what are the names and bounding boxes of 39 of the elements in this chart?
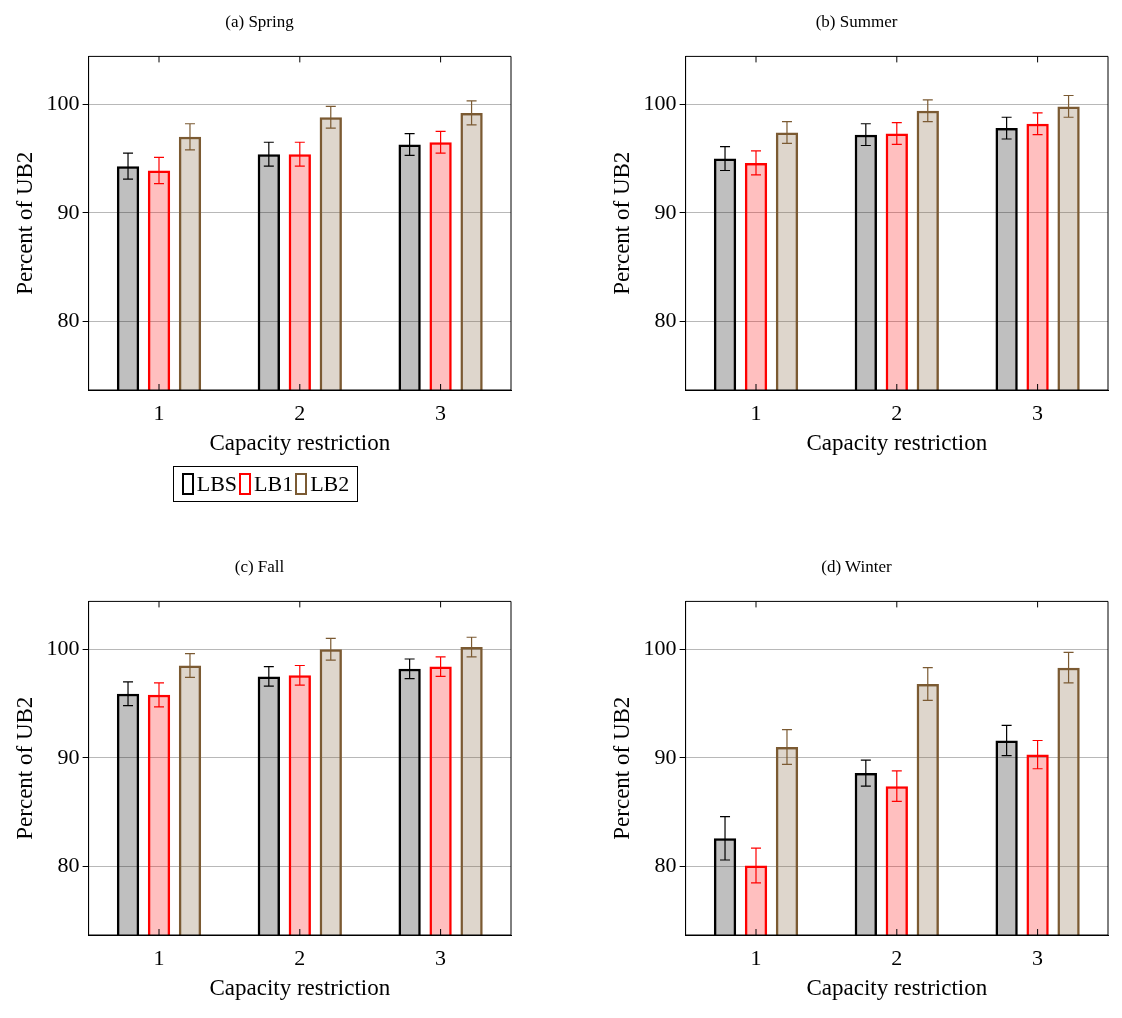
y-tick-label: 100: [643, 89, 677, 115]
y-tick-label: 80: [57, 852, 80, 878]
y-tick-label: 80: [654, 852, 677, 878]
y-tick-label: 100: [643, 634, 677, 660]
x-tick-label: 1: [750, 399, 762, 425]
y-axis-title: Percent of UB2: [11, 151, 37, 295]
chart-title: (b) Summer: [815, 11, 898, 31]
y-tick-label: 90: [654, 198, 677, 224]
y-tick-label: 80: [57, 307, 80, 333]
x-axis-title: Capacity restriction: [806, 975, 988, 1001]
y-axis-title: Percent of UB2: [608, 151, 634, 295]
x-axis-title: Capacity restriction: [209, 430, 391, 456]
y-tick-label: 90: [654, 743, 677, 769]
x-tick-label: 2: [891, 944, 903, 970]
x-tick-label: 2: [294, 944, 306, 970]
y-tick-label: 100: [46, 89, 80, 115]
legend-label: LB2: [310, 471, 350, 497]
x-tick-label: 3: [1032, 944, 1044, 970]
x-tick-label: 1: [750, 944, 762, 970]
y-tick-label: 100: [46, 634, 80, 660]
x-tick-label: 3: [435, 944, 447, 970]
y-axis-title: Percent of UB2: [11, 696, 37, 840]
y-tick-label: 90: [57, 743, 80, 769]
x-tick-label: 2: [294, 399, 306, 425]
y-tick-label: 80: [654, 307, 677, 333]
legend-label: LB1: [254, 471, 294, 497]
x-tick-label: 1: [153, 399, 165, 425]
y-axis-title: Percent of UB2: [608, 696, 634, 840]
x-tick-label: 3: [435, 399, 447, 425]
x-axis-title: Capacity restriction: [806, 430, 988, 456]
y-tick-label: 90: [57, 198, 80, 224]
chart-title: (c) Fall: [234, 556, 285, 576]
legend-label: LBS: [196, 471, 238, 497]
x-tick-label: 1: [153, 944, 165, 970]
x-tick-label: 2: [891, 399, 903, 425]
chart-title: (a) Spring: [225, 11, 295, 31]
x-axis-title: Capacity restriction: [209, 975, 391, 1001]
chart-title: (d) Winter: [821, 556, 892, 576]
x-tick-label: 3: [1032, 399, 1044, 425]
